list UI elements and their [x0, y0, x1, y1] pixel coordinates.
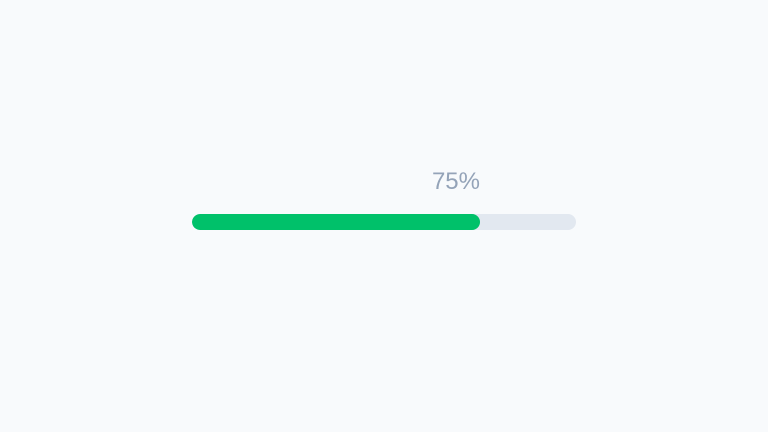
progress-label-container: 75% — [192, 166, 480, 198]
progress-track — [192, 214, 576, 230]
progress-fill — [192, 214, 480, 230]
progress-percent-label: 75% — [431, 168, 480, 195]
progress-bar: 75% — [192, 166, 576, 230]
